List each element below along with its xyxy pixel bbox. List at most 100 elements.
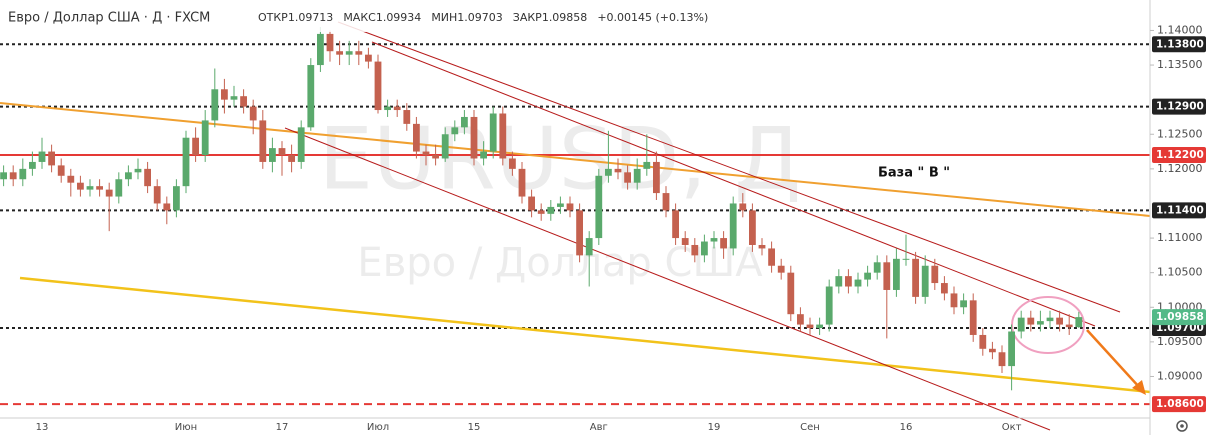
- candle-body: [470, 116, 478, 159]
- candle-body: [749, 210, 756, 245]
- candle-body: [489, 113, 497, 152]
- y-tick-label: 1.10500: [1157, 266, 1203, 279]
- candle-body: [288, 155, 295, 162]
- candle-body: [249, 106, 257, 121]
- ohlc-value: ЗАКР1.09858: [513, 11, 588, 24]
- candle-body: [269, 148, 276, 162]
- x-tick-label: Июл: [367, 422, 389, 433]
- y-tick-label: 1.09000: [1157, 369, 1203, 382]
- last-price-bg: [1152, 309, 1206, 326]
- candle-body: [710, 238, 718, 242]
- settings-icon[interactable]: [1176, 420, 1188, 432]
- x-tick-label: Сен: [800, 422, 820, 433]
- arrow-line: [1086, 329, 1141, 389]
- y-tick-label: 1.11000: [1157, 231, 1203, 244]
- ohlc-value: МИН1.09703: [431, 11, 502, 24]
- candle-body: [221, 89, 228, 100]
- level-label: 1.11400: [1156, 204, 1204, 216]
- channel-line: [337, 21, 1121, 313]
- x-axis: 13 Июн 17 Июл 15 Авг 19 Сен 16 Окт: [36, 422, 1022, 433]
- candle-body: [355, 51, 363, 55]
- candle-body: [9, 172, 17, 180]
- candle-body: [797, 314, 804, 325]
- candle-body: [969, 300, 977, 335]
- candle-body: [835, 276, 843, 287]
- y-tick-label: 1.12500: [1157, 127, 1203, 140]
- candle-body: [259, 120, 267, 162]
- candle-body: [1056, 317, 1063, 325]
- candle-body: [739, 203, 747, 211]
- candle-body: [720, 238, 727, 249]
- candle-body: [643, 161, 651, 169]
- candle-body: [1075, 317, 1083, 328]
- level-label: 1.12900: [1156, 101, 1204, 113]
- level-label-bg: [1152, 202, 1206, 219]
- level-label-bg: [1152, 98, 1206, 115]
- candle-body: [422, 151, 430, 156]
- y-tick-label: 1.09500: [1157, 335, 1203, 348]
- x-tick-label: 16: [900, 422, 913, 433]
- candle-body: [19, 168, 27, 180]
- x-tick-label: 13: [36, 422, 49, 433]
- candle-body: [1065, 324, 1073, 328]
- candle-body: [115, 179, 123, 197]
- candle-body: [403, 110, 411, 124]
- candle-body: [317, 33, 324, 66]
- trend-line: [19, 276, 1151, 394]
- gear-center[interactable]: [1180, 424, 1184, 428]
- candle-body: [931, 265, 939, 284]
- candle-body: [365, 54, 372, 62]
- candle-body: [787, 272, 795, 315]
- candle-body: [547, 206, 555, 214]
- candle-body: [451, 127, 459, 135]
- candle-body: [144, 168, 151, 187]
- candle-body: [1017, 317, 1025, 332]
- arrow-head: [1132, 380, 1146, 395]
- watermark-symbol: EURUSD, Д: [319, 109, 802, 209]
- candle-body: [278, 148, 286, 156]
- candles: [0, 26, 1083, 391]
- candle-body: [29, 161, 36, 169]
- candle-body: [67, 175, 75, 183]
- candle-body: [758, 244, 766, 249]
- level-label: 1.13800: [1156, 38, 1204, 50]
- candle-body: [57, 165, 65, 176]
- candle-body: [374, 61, 382, 111]
- candle-body: [230, 96, 238, 100]
- candle-body: [557, 203, 564, 207]
- candle-body: [345, 51, 353, 55]
- candle-body: [528, 196, 535, 211]
- candle-body: [585, 238, 593, 256]
- candle-body: [461, 116, 468, 128]
- candle-body: [537, 210, 545, 214]
- candle-body: [701, 241, 708, 256]
- candle-body: [1046, 317, 1054, 322]
- candle-body: [413, 123, 420, 152]
- candle-body: [883, 262, 891, 290]
- x-tick-label: 17: [276, 422, 289, 433]
- candle-body: [691, 244, 699, 256]
- candle-body: [192, 137, 199, 156]
- candle-body: [211, 89, 219, 121]
- candle-body: [182, 137, 190, 187]
- candle-body: [729, 203, 737, 249]
- candle-body: [864, 272, 871, 280]
- candle-body: [614, 168, 622, 173]
- candle-body: [595, 175, 603, 239]
- candle-body: [854, 279, 862, 287]
- x-tick-label: Окт: [1002, 422, 1022, 433]
- candle-body: [297, 127, 305, 162]
- candle-body: [893, 258, 900, 290]
- level-label-bg: [1152, 36, 1206, 53]
- x-tick-label: 15: [468, 422, 481, 433]
- candle-body: [173, 186, 180, 211]
- y-tick-label: 1.12000: [1157, 162, 1203, 175]
- gear[interactable]: [1176, 420, 1188, 432]
- candle-body: [845, 276, 852, 287]
- last-price-label: 1.09858: [1156, 311, 1204, 323]
- candle-body: [681, 238, 689, 245]
- x-tick-label: Авг: [590, 422, 608, 433]
- candle-body: [86, 186, 94, 190]
